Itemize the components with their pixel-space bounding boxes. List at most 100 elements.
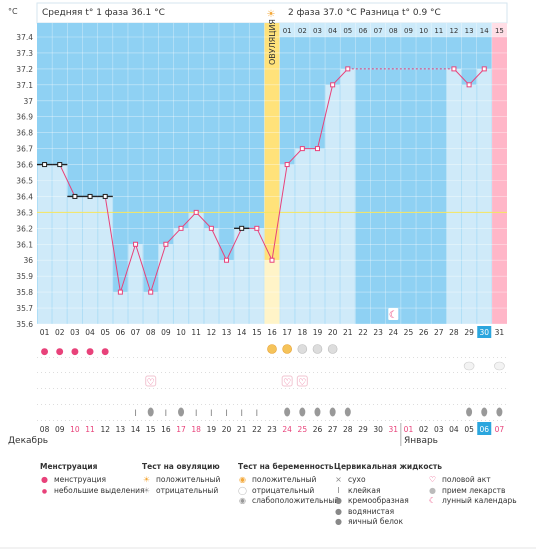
row-separator bbox=[329, 357, 330, 358]
row-separator bbox=[213, 357, 214, 358]
row-separator bbox=[121, 357, 122, 358]
row-separator bbox=[85, 420, 86, 421]
row-separator bbox=[285, 388, 286, 389]
temperature-point bbox=[42, 162, 48, 168]
sticky-icon: I bbox=[240, 409, 243, 419]
y-tick-label: 36.2 bbox=[16, 224, 33, 233]
row-separator bbox=[269, 357, 270, 358]
row-separator bbox=[381, 357, 382, 358]
temperature-bar bbox=[189, 212, 204, 324]
temperature-point bbox=[284, 162, 290, 168]
row-separator bbox=[413, 357, 414, 358]
row-separator bbox=[157, 372, 158, 373]
row-separator bbox=[141, 388, 142, 389]
row-separator bbox=[269, 420, 270, 421]
row-separator bbox=[145, 372, 146, 373]
row-separator bbox=[181, 388, 182, 389]
row-separator bbox=[401, 404, 402, 405]
row-separator bbox=[101, 372, 102, 373]
row-separator bbox=[45, 404, 46, 405]
row-separator bbox=[277, 420, 278, 421]
y-tick-label: 37.4 bbox=[16, 33, 33, 42]
cycle-day-label: 06 bbox=[116, 328, 126, 337]
row-separator bbox=[193, 388, 194, 389]
sticky-icon: I bbox=[165, 409, 168, 419]
row-separator bbox=[281, 404, 282, 405]
row-separator bbox=[337, 404, 338, 405]
row-separator bbox=[137, 420, 138, 421]
sticky-icon: I bbox=[337, 485, 340, 495]
heart-box bbox=[145, 375, 157, 387]
row-separator bbox=[297, 420, 298, 421]
row-separator bbox=[113, 357, 114, 358]
y-tick-label: 36.5 bbox=[16, 177, 33, 186]
date-label: 07 bbox=[495, 425, 505, 434]
row-separator bbox=[457, 388, 458, 389]
row-separator bbox=[449, 404, 450, 405]
legend-menstruation: Менструация ● менструация ● небольшие выде… bbox=[40, 462, 145, 496]
row-separator bbox=[189, 404, 190, 405]
row-separator bbox=[409, 357, 410, 358]
row-separator bbox=[189, 420, 190, 421]
row-separator bbox=[469, 404, 470, 405]
sun-gray-icon: ☀ bbox=[142, 485, 151, 495]
y-tick-label: 36.9 bbox=[16, 113, 33, 122]
row-separator bbox=[53, 357, 54, 358]
row-separator bbox=[389, 357, 390, 358]
row-separator bbox=[97, 372, 98, 373]
row-separator bbox=[385, 404, 386, 405]
row-separator bbox=[217, 372, 218, 373]
cycle-day-label: 07 bbox=[131, 328, 141, 337]
row-separator bbox=[305, 357, 306, 358]
row-separator bbox=[205, 372, 206, 373]
row-separator bbox=[193, 420, 194, 421]
row-separator bbox=[337, 420, 338, 421]
row-separator bbox=[361, 388, 362, 389]
row-separator bbox=[409, 404, 410, 405]
row-separator bbox=[225, 404, 226, 405]
row-separator bbox=[453, 372, 454, 373]
row-separator bbox=[289, 372, 290, 373]
date-label: 06 bbox=[479, 425, 489, 434]
row-separator bbox=[157, 404, 158, 405]
month-label-january: Январь bbox=[404, 436, 438, 446]
row-separator bbox=[185, 388, 186, 389]
row-separator bbox=[477, 420, 478, 421]
cervical-drop-icon bbox=[147, 407, 154, 417]
row-separator bbox=[105, 420, 106, 421]
row-separator bbox=[313, 357, 314, 358]
row-separator bbox=[361, 372, 362, 373]
row-separator bbox=[361, 357, 362, 358]
row-separator bbox=[477, 372, 478, 373]
row-separator bbox=[85, 388, 86, 389]
row-separator bbox=[273, 372, 274, 373]
row-separator bbox=[233, 372, 234, 373]
test-weak-icon: ◉ bbox=[239, 496, 246, 505]
row-separator bbox=[409, 420, 410, 421]
row-separator bbox=[253, 404, 254, 405]
cycle-day-label: 05 bbox=[100, 328, 110, 337]
row-separator bbox=[317, 357, 318, 358]
row-separator bbox=[361, 404, 362, 405]
row-separator bbox=[233, 388, 234, 389]
row-separator bbox=[441, 404, 442, 405]
row-separator bbox=[45, 372, 46, 373]
row-separator bbox=[301, 388, 302, 389]
row-separator bbox=[457, 357, 458, 358]
row-separator bbox=[269, 388, 270, 389]
row-separator bbox=[57, 420, 58, 421]
row-separator bbox=[265, 420, 266, 421]
row-separator bbox=[109, 357, 110, 358]
header-sun-icon: ☀ bbox=[267, 9, 276, 20]
row-separator bbox=[397, 388, 398, 389]
row-separator bbox=[129, 388, 130, 389]
temperature-point bbox=[254, 225, 260, 231]
row-separator bbox=[341, 388, 342, 389]
row-separator bbox=[149, 357, 150, 358]
row-separator bbox=[461, 357, 462, 358]
row-separator bbox=[97, 388, 98, 389]
temperature-point bbox=[466, 82, 472, 88]
row-separator bbox=[473, 420, 474, 421]
row-separator bbox=[61, 404, 62, 405]
temperature-point bbox=[72, 193, 78, 199]
